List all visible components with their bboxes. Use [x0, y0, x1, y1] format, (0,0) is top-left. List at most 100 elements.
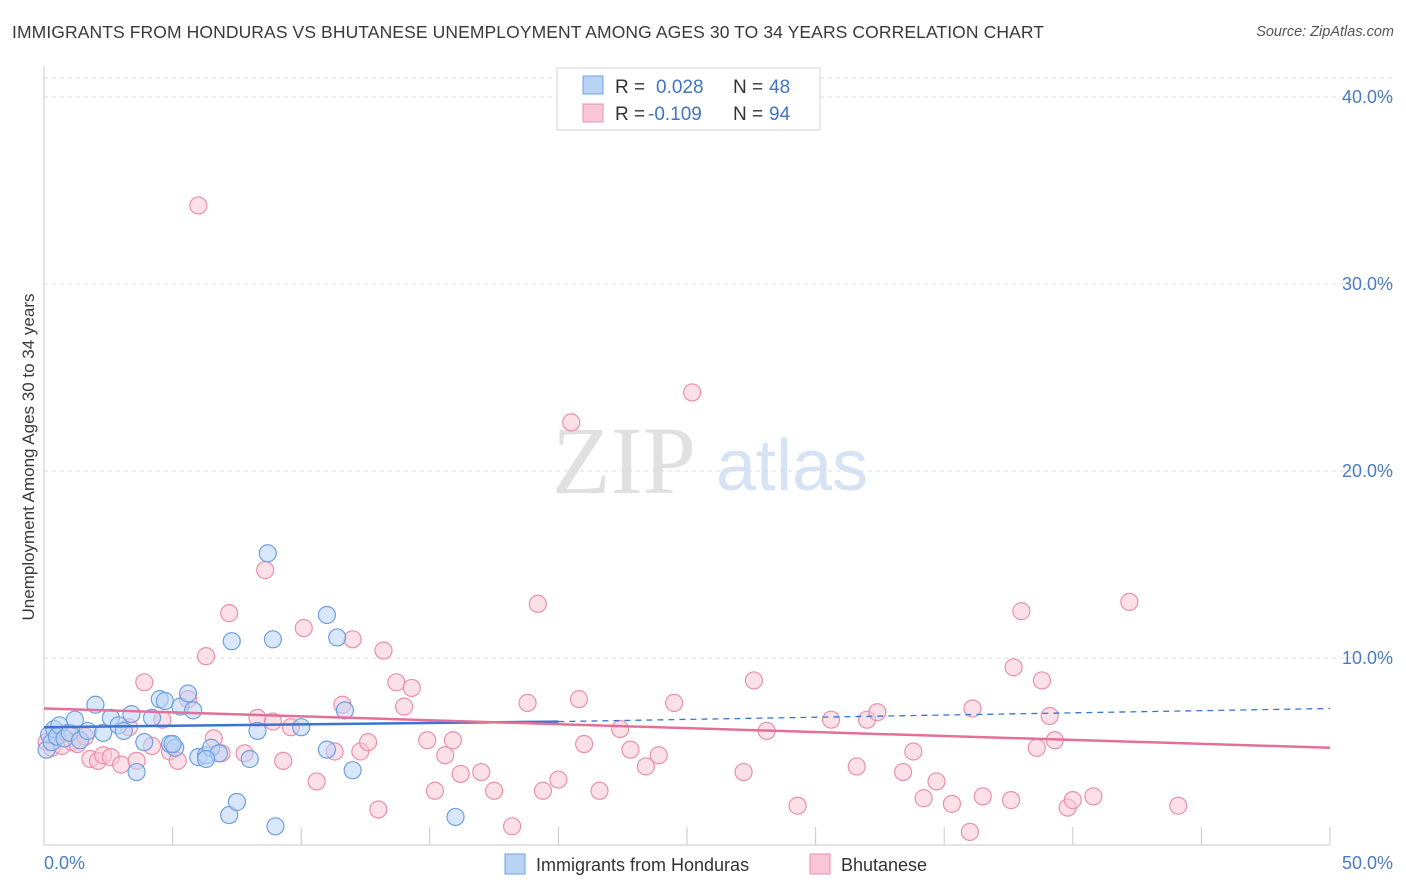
data-point — [122, 704, 141, 724]
data-point — [135, 733, 154, 752]
data-point — [942, 794, 962, 813]
data-point — [665, 693, 684, 712]
x-tick-label-min: 0.0% — [44, 853, 85, 873]
data-point — [317, 605, 337, 625]
data-point — [328, 628, 347, 647]
data-point — [443, 731, 463, 750]
data-point — [569, 690, 589, 709]
data-point — [307, 772, 326, 791]
data-point — [451, 764, 470, 784]
bottom-legend-swatch-pink — [809, 853, 831, 875]
data-point — [549, 770, 568, 789]
data-point — [222, 632, 241, 651]
bottom-legend-label-1: Immigrants from Honduras — [536, 855, 749, 875]
data-point — [394, 697, 414, 716]
bottom-legend-swatch-blue — [504, 853, 526, 875]
data-point — [374, 641, 393, 660]
data-point — [611, 719, 630, 739]
data-point — [112, 755, 131, 774]
gridlines — [44, 77, 1393, 659]
data-point — [317, 740, 337, 759]
y-axis-label: Unemployment Among Ages 30 to 34 years — [19, 294, 38, 621]
data-point — [1032, 671, 1052, 690]
data-point — [135, 673, 154, 692]
data-point — [963, 699, 982, 718]
x-axis-ticks — [172, 827, 1331, 845]
data-point — [734, 762, 753, 782]
y-tick-label: 30.0% — [1342, 274, 1393, 294]
data-point — [744, 671, 763, 690]
data-point — [904, 742, 923, 761]
data-point — [518, 693, 537, 712]
data-point — [446, 807, 465, 827]
data-point — [1004, 658, 1023, 677]
trend-line-honduras-extrapolated — [558, 707, 1331, 723]
data-point — [485, 781, 504, 800]
legend-r-label-2: R = — [615, 104, 645, 125]
data-point — [821, 710, 841, 729]
data-point — [402, 678, 421, 698]
data-point — [868, 703, 887, 722]
data-point — [1063, 791, 1082, 810]
data-point — [683, 383, 702, 402]
data-point — [636, 757, 655, 776]
data-point — [788, 796, 807, 815]
data-point — [65, 710, 84, 729]
y-tick-label: 10.0% — [1342, 648, 1393, 668]
data-point — [1027, 738, 1046, 757]
data-point — [425, 781, 445, 800]
data-point — [418, 731, 437, 750]
data-point — [528, 594, 547, 613]
data-point — [927, 772, 946, 791]
data-point — [343, 630, 362, 649]
legend-n-value-2: 94 — [769, 104, 791, 125]
data-point — [294, 618, 313, 638]
watermark-atlas: atlas — [716, 426, 868, 506]
legend-n-label-1: N = — [733, 77, 763, 98]
bottom-legend-label-2: Bhutanese — [841, 855, 927, 875]
data-point — [436, 746, 455, 765]
data-point — [503, 817, 522, 836]
legend-swatch-blue — [582, 75, 604, 95]
data-point — [163, 734, 182, 754]
y-tick-labels: 10.0% 20.0% 30.0% 40.0% — [1342, 87, 1393, 668]
series-legend: Immigrants from Honduras Bhutanese — [504, 853, 927, 875]
data-point — [893, 762, 913, 782]
data-point — [263, 630, 283, 649]
data-point — [847, 757, 866, 776]
legend-swatch-pink — [582, 103, 604, 123]
data-point — [274, 751, 293, 770]
data-point — [358, 733, 378, 752]
data-point — [1169, 796, 1188, 815]
data-point — [266, 817, 285, 836]
data-point — [196, 749, 216, 769]
data-point — [621, 740, 640, 759]
data-point — [258, 544, 277, 563]
data-point — [472, 762, 491, 782]
data-point — [369, 800, 388, 819]
legend-r-label-1: R = — [615, 77, 645, 98]
data-point — [387, 673, 406, 692]
data-point — [533, 781, 553, 800]
data-point — [178, 684, 198, 703]
data-point — [220, 604, 239, 623]
data-point — [78, 721, 97, 741]
data-point — [292, 718, 311, 737]
data-point — [155, 691, 174, 711]
data-point — [914, 789, 933, 808]
legend-r-value-2: -0.109 — [648, 104, 702, 125]
legend-n-label-2: N = — [733, 104, 763, 125]
data-point — [189, 196, 208, 215]
y-tick-label: 40.0% — [1342, 87, 1393, 107]
data-point — [114, 721, 133, 741]
trend-lines — [43, 707, 1331, 750]
data-point — [1084, 787, 1103, 806]
x-tick-label-max: 50.0% — [1342, 853, 1393, 873]
data-point — [1012, 602, 1031, 621]
trend-line-bhutanese — [43, 707, 1331, 750]
data-point — [127, 762, 146, 782]
data-point — [256, 561, 275, 580]
correlation-legend: R = 0.028 N = 48 R = -0.109 N = 94 — [556, 67, 821, 131]
data-point — [960, 822, 980, 842]
